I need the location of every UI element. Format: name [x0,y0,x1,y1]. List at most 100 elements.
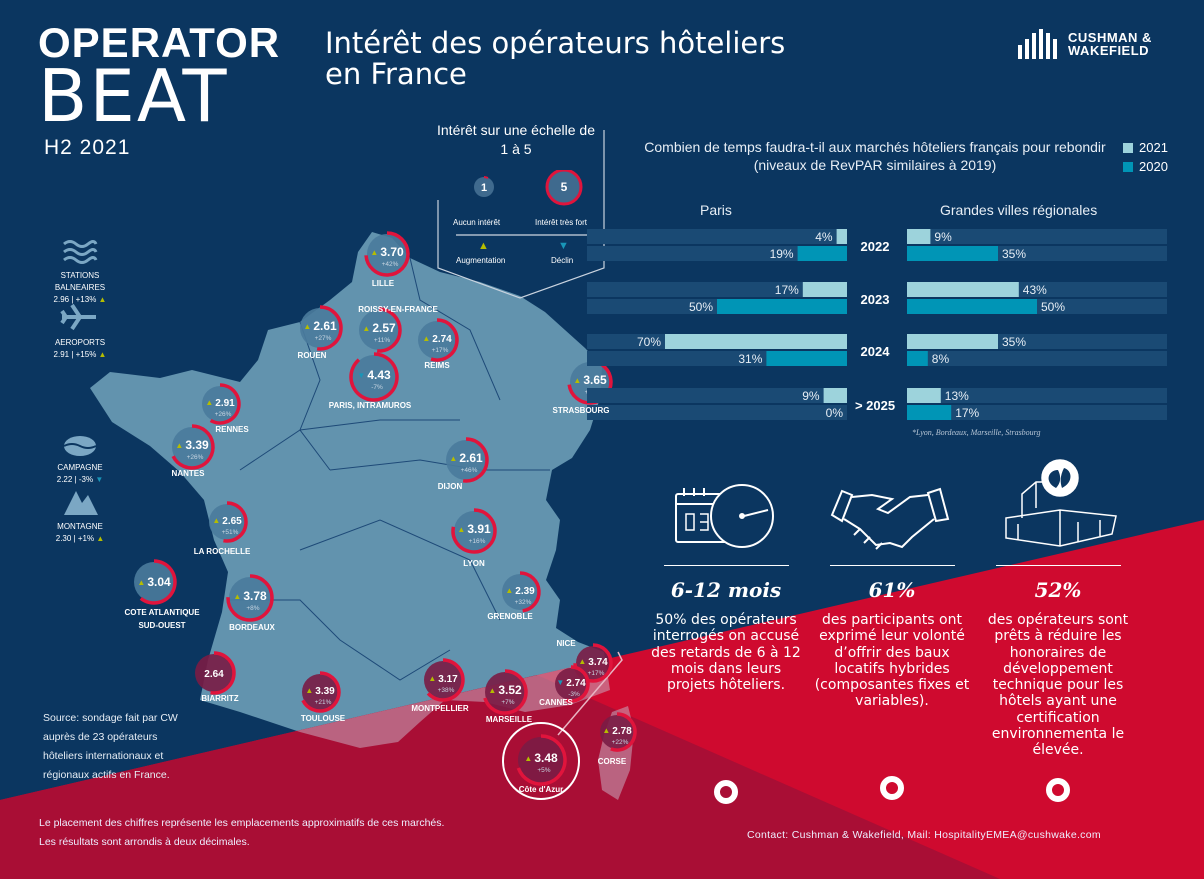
cushman-wakefield-logo: CUSHMAN & WAKEFIELD [1018,29,1152,59]
scale-legend-frame [437,130,605,299]
bar-paris-2021 [802,282,847,297]
interest-arc [430,318,459,362]
bar-regional-2021 [907,229,931,244]
marker-disc [518,737,564,783]
bar-label: 4% [815,230,833,244]
market-change: +26% [187,454,204,461]
market-marker[interactable]: 2.57▲ +11% [359,307,402,353]
market-score: 3.39 [185,438,209,452]
up-triangle-icon: ▲ [362,324,370,333]
up-triangle-icon: ▲ [233,592,241,601]
category-value: 2.91 | +15% ▲ [53,350,107,359]
stat-headline: 52% [1034,578,1082,602]
category-name: STATIONS [60,271,100,280]
category-value: 2.22 | -3% ▼ [56,475,104,484]
market-marker[interactable]: 4.43▼ -7% [349,352,399,402]
interest-arc [516,734,567,786]
market-marker[interactable]: 2.74▲+17% [418,318,459,362]
market-marker[interactable]: 3.39▲+21% [301,671,341,713]
market-marker[interactable]: 2.78▲+22% [600,712,637,752]
bar-regional-2021 [907,282,1019,297]
down-triangle-icon: ▼ [558,240,569,252]
source-note: Source: sondage fait par CW auprès de 23… [43,712,178,781]
bar-paris-2020 [766,351,847,366]
panel-title-regional: Grandes villes régionales [940,202,1098,218]
market-label: Côte d'Azur [518,785,564,794]
interest-arc [349,352,399,402]
category-name: CAMPAGNE [57,463,103,472]
market-marker[interactable]: 2.64 [195,651,236,695]
interest-arc [171,424,215,470]
page-title: Intérêt des opérateurs hôteliers en Franc… [325,26,786,91]
bar-paris-2020 [717,299,847,314]
up-triangle-icon: ▲ [573,376,581,385]
interest-arc [223,501,248,543]
market-label: NANTES [171,469,205,478]
market-marker[interactable]: 2.65▲+51% [209,501,248,543]
up-triangle-icon: ▲ [478,240,489,252]
page-dot[interactable] [714,780,738,804]
scale-legend-circles: 1 5 [474,170,583,206]
market-marker[interactable]: 3.48▲ +5% [516,734,567,786]
market-label: MARSEILLE [485,715,533,724]
stat-headline: 6-12 mois [670,578,782,602]
market-marker[interactable]: 2.39▲+32% [502,571,541,613]
market-label: GRENOBLE [487,612,533,621]
market-label: CANNES [539,698,573,707]
bar-label: 17% [775,283,799,297]
market-label: REIMS [424,361,450,370]
market-label: BORDEAUX [229,623,275,632]
market-change: +42% [382,261,399,268]
bar-label: 8% [932,352,950,366]
marker-disc [359,310,399,350]
legend-2020: 2020 [1123,159,1168,174]
category-name-2: BALNEAIRES [54,283,106,292]
bar-regional-2021 [907,388,941,403]
market-marker[interactable]: 2.61▲ +46% [446,437,489,483]
market-marker[interactable]: 3.52▲ +7% [483,669,528,715]
bar-track [907,229,1167,244]
market-marker[interactable]: 3.04▲ [134,559,177,605]
market-score: 3.48 [534,751,558,765]
market-marker[interactable]: 3.91▲ +16% [451,508,497,554]
market-change: -7% [371,384,383,391]
market-score: 2.64 [204,669,224,680]
interest-arc [519,571,541,613]
countryside-icon [63,436,97,456]
interest-arc [483,669,528,715]
marker-disc [555,668,587,700]
market-score: 2.74 [432,334,452,345]
market-score: 2.61 [313,319,337,333]
market-marker[interactable]: 3.78▲ +8% [226,574,274,622]
market-change: +38% [438,687,455,694]
market-label: MONTPELLIER [411,704,469,713]
market-score: 3.78 [243,589,267,603]
market-marker[interactable]: 2.91▲+26% [202,383,241,425]
market-change: +21% [315,699,332,706]
footer-note: Le placement des chiffres représente les… [39,817,445,848]
market-score: 3.65 [583,373,607,387]
bar-label: 31% [738,352,762,366]
market-marker[interactable]: 3.70▲ +42% [364,231,410,277]
marker-disc [502,574,538,610]
footnote: *Lyon, Bordeaux, Marseille, Strasbourg [912,428,1041,437]
market-label: ROISSY-EN-FRANCE [358,305,438,314]
up-triangle-icon: ▲ [96,534,105,543]
up-triangle-icon: ▲ [457,525,465,534]
contact[interactable]: Contact: Cushman & Wakefield, Mail: Hosp… [747,829,1101,841]
page-dot[interactable] [1046,778,1070,802]
page-dot[interactable] [880,776,904,800]
market-marker[interactable]: 2.61▲ +27% [300,305,343,351]
interest-arc [610,712,637,752]
up-triangle-icon: ▲ [137,578,145,587]
up-triangle-icon: ▲ [524,754,532,763]
market-marker[interactable]: 3.39▲ +26% [171,424,215,470]
bar-track [587,246,847,261]
bar-label: 35% [1002,247,1026,261]
market-marker[interactable]: 3.17▲+38% [424,658,465,702]
marker-disc [209,504,245,540]
stat-text: 50% des opérateurs interrogés on accusé … [651,612,801,694]
market-marker[interactable]: 2.74▼ -3% [555,665,590,703]
category-waves: STATIONS BALNEAIRES 2.96 | +13% ▲ [35,236,125,306]
market-change: +32% [515,599,532,606]
